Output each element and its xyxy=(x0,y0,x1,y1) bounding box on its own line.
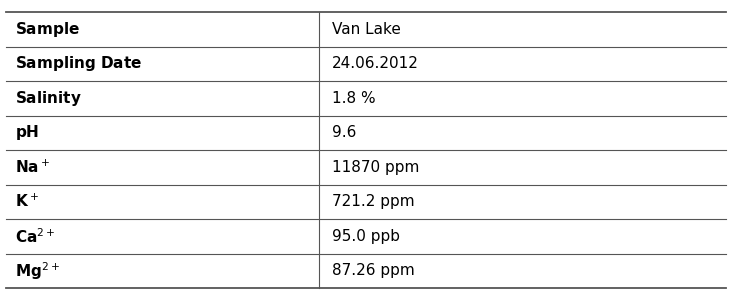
Text: 1.8 %: 1.8 % xyxy=(332,91,376,106)
Text: $\mathbf{Sample}$: $\mathbf{Sample}$ xyxy=(15,20,80,39)
Text: $\mathbf{K}^+$: $\mathbf{K}^+$ xyxy=(15,193,39,210)
Text: Van Lake: Van Lake xyxy=(332,22,401,37)
Text: 95.0 ppb: 95.0 ppb xyxy=(332,229,400,244)
Text: 24.06.2012: 24.06.2012 xyxy=(332,56,419,71)
Text: $\mathbf{Mg}^{2+}$: $\mathbf{Mg}^{2+}$ xyxy=(15,260,59,282)
Text: 11870 ppm: 11870 ppm xyxy=(332,160,419,175)
Text: $\mathbf{Na}^+$: $\mathbf{Na}^+$ xyxy=(15,159,50,176)
Text: $\mathbf{Sampling\ Date}$: $\mathbf{Sampling\ Date}$ xyxy=(15,54,142,73)
Text: 9.6: 9.6 xyxy=(332,125,356,140)
Text: $\mathbf{pH}$: $\mathbf{pH}$ xyxy=(15,123,39,142)
Text: 87.26 ppm: 87.26 ppm xyxy=(332,263,415,278)
Text: $\mathbf{Salinity}$: $\mathbf{Salinity}$ xyxy=(15,89,81,108)
Text: $\mathbf{Ca}^{2+}$: $\mathbf{Ca}^{2+}$ xyxy=(15,227,55,246)
Text: 721.2 ppm: 721.2 ppm xyxy=(332,194,415,209)
